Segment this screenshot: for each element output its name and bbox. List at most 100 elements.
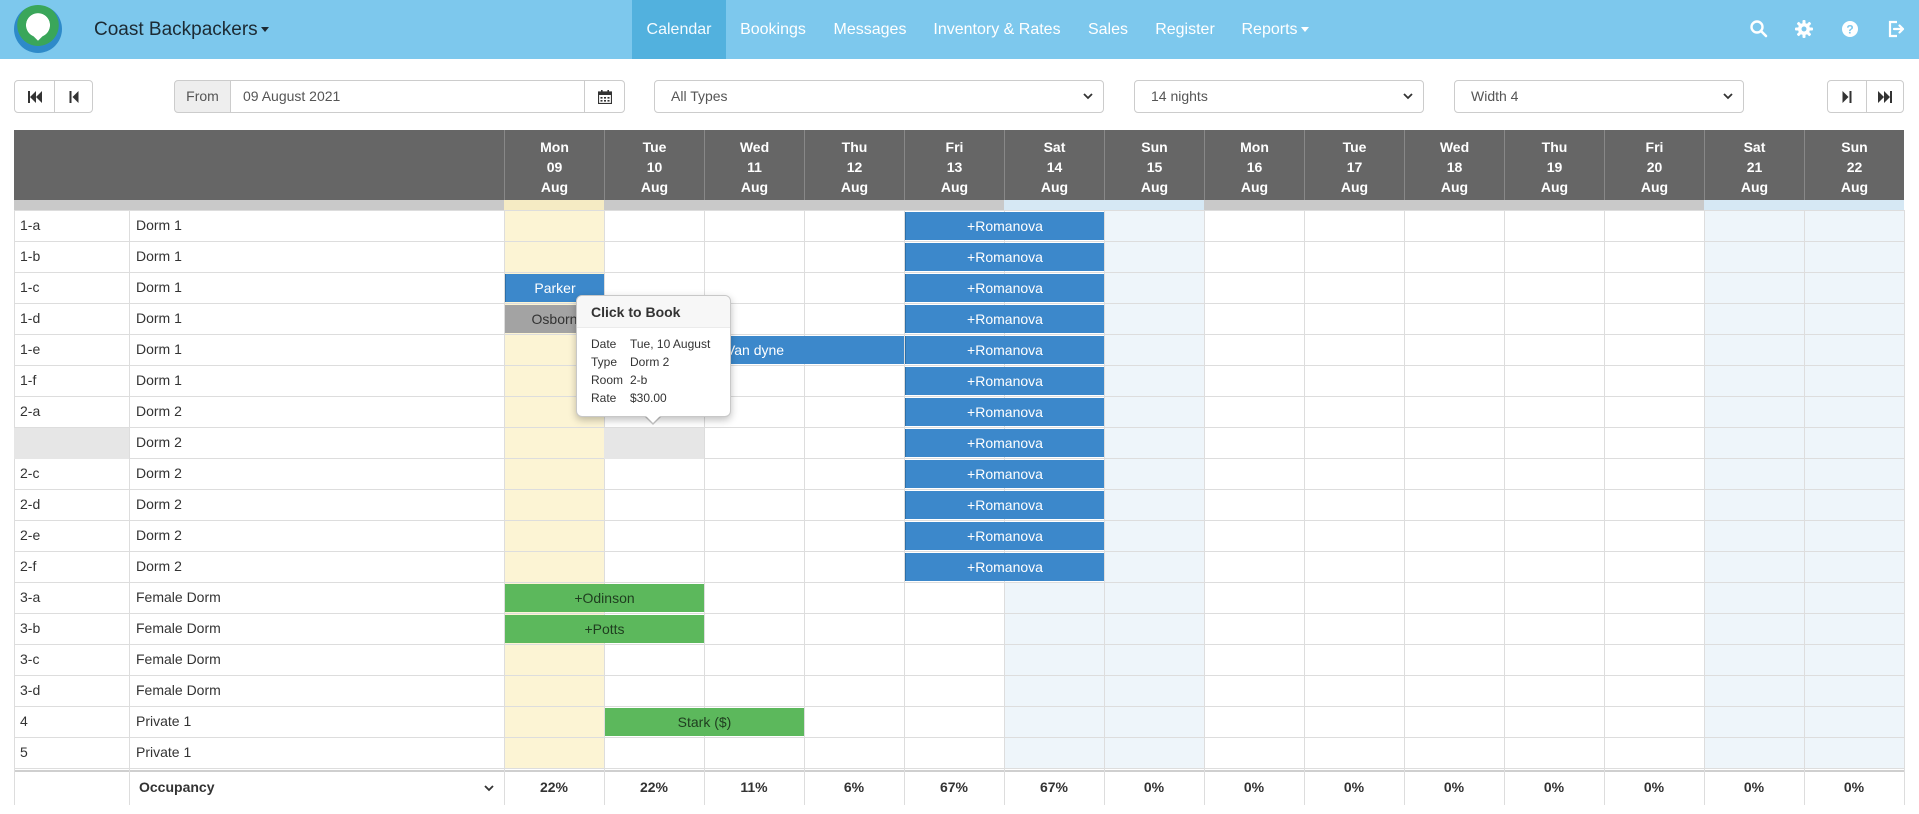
nav-bookings[interactable]: Bookings xyxy=(729,0,817,59)
booking-block[interactable]: +Romanova xyxy=(905,274,1104,302)
room-label: 3-d xyxy=(20,682,41,698)
day-of-week: Sat xyxy=(1743,139,1766,155)
grid-col-line xyxy=(704,210,705,805)
month: Aug xyxy=(1740,179,1769,195)
nav-sales[interactable]: Sales xyxy=(1081,0,1135,59)
occupancy-value: 22% xyxy=(639,779,669,795)
fast-backward-icon xyxy=(27,90,42,103)
width-select[interactable]: Width 4 xyxy=(1454,80,1744,113)
chevron-down-icon xyxy=(1723,93,1733,100)
grid-row-line xyxy=(14,768,1904,769)
day-number: 11 xyxy=(747,159,762,175)
property-switcher[interactable]: Coast Backpackers xyxy=(94,19,269,41)
booking-block[interactable]: +Romanova xyxy=(905,305,1104,333)
booking-block[interactable]: Stark ($) xyxy=(605,708,804,736)
room-type-select[interactable]: All Types xyxy=(654,80,1104,113)
booking-block[interactable]: +Romanova xyxy=(905,212,1104,240)
logo[interactable] xyxy=(14,5,62,53)
logout-icon[interactable] xyxy=(1886,19,1906,39)
day-of-week: Fri xyxy=(1645,139,1664,155)
day-of-week: Sun xyxy=(1841,139,1868,155)
room-type-label: Dorm 2 xyxy=(136,558,182,574)
occupancy-value: 6% xyxy=(843,779,865,795)
room-label: 3-b xyxy=(20,620,41,636)
day-of-week: Tue xyxy=(642,139,667,155)
day-header: Thu 12 Aug xyxy=(804,130,904,200)
grid-col-line xyxy=(504,210,505,805)
booking-block[interactable]: +Romanova xyxy=(905,553,1104,581)
jump-forward-button[interactable] xyxy=(1867,81,1903,112)
room-label: 2-c xyxy=(20,465,40,481)
booking-block[interactable]: +Romanova xyxy=(905,367,1104,395)
booking-block[interactable]: +Romanova xyxy=(905,522,1104,550)
tooltip-key: Date xyxy=(591,337,617,351)
day-number: 14 xyxy=(1046,159,1063,175)
occupancy-value: 0% xyxy=(1143,779,1165,795)
grid-row-line xyxy=(14,582,1904,583)
day-of-week: Thu xyxy=(841,139,868,155)
booking-block[interactable]: +Romanova xyxy=(905,398,1104,426)
grid-row-line xyxy=(14,272,1904,273)
nights-select[interactable]: 14 nights xyxy=(1134,80,1424,113)
nav-messages[interactable]: Messages xyxy=(828,0,912,59)
from-date-input[interactable]: 09 August 2021 xyxy=(230,80,585,113)
step-forward-button[interactable] xyxy=(1828,81,1866,112)
room-label: 2-d xyxy=(20,496,41,512)
room-type-label: Female Dorm xyxy=(136,651,221,667)
header-strip xyxy=(904,200,1004,210)
grid-row-line xyxy=(14,365,1904,366)
header-strip xyxy=(1804,200,1904,210)
jump-back-button[interactable] xyxy=(15,81,54,112)
booking-block[interactable]: +Romanova xyxy=(905,491,1104,519)
nav-calendar[interactable]: Calendar xyxy=(632,0,726,59)
day-number: 21 xyxy=(1746,159,1763,175)
occupancy-label[interactable]: Occupancy xyxy=(139,772,494,803)
room-type-label: Dorm 1 xyxy=(136,248,182,264)
day-header: Mon 09 Aug xyxy=(504,130,604,200)
header-strip xyxy=(1504,200,1604,210)
nav-reports[interactable]: Reports xyxy=(1236,0,1314,59)
nav-inventory-rates[interactable]: Inventory & Rates xyxy=(924,0,1070,59)
chevron-down-icon xyxy=(1083,93,1093,100)
room-label: 1-d xyxy=(20,310,41,326)
grid-row-line xyxy=(14,520,1904,521)
calendar-icon xyxy=(598,90,612,104)
day-number: 09 xyxy=(546,159,563,175)
tooltip-value: Dorm 2 xyxy=(630,355,670,369)
hovered-cell[interactable] xyxy=(604,428,704,459)
top-navbar: Coast Backpackers Calendar Bookings Mess… xyxy=(0,0,1919,59)
chevron-down-icon xyxy=(1403,93,1413,100)
booking-block[interactable]: +Romanova xyxy=(905,336,1104,364)
grid-row-line xyxy=(14,675,1904,676)
help-icon[interactable]: ? xyxy=(1840,19,1860,39)
month: Aug xyxy=(1140,179,1169,195)
booking-block[interactable]: +Potts xyxy=(505,615,704,643)
grid-col-line xyxy=(1204,210,1205,805)
month: Aug xyxy=(740,179,769,195)
occupancy-value: 0% xyxy=(1643,779,1665,795)
occupancy-value: 0% xyxy=(1243,779,1265,795)
booking-block[interactable]: +Romanova xyxy=(905,460,1104,488)
room-type-label: Female Dorm xyxy=(136,589,221,605)
occupancy-label-text: Occupancy xyxy=(139,779,215,795)
step-back-button[interactable] xyxy=(55,81,92,112)
day-header: Sun 22 Aug xyxy=(1804,130,1904,200)
booking-block[interactable]: +Odinson xyxy=(505,584,704,612)
calendar-picker-button[interactable] xyxy=(584,80,625,113)
tooltip-title: Click to Book xyxy=(577,296,730,328)
day-header: Sat 21 Aug xyxy=(1704,130,1804,200)
nav-messages-label: Messages xyxy=(833,21,907,38)
month: Aug xyxy=(1440,179,1469,195)
day-of-week: Sat xyxy=(1043,139,1066,155)
day-header: Tue 17 Aug xyxy=(1304,130,1404,200)
tooltip-key: Room xyxy=(591,373,624,387)
nav-register[interactable]: Register xyxy=(1148,0,1222,59)
day-of-week: Wed xyxy=(1439,139,1470,155)
booking-block[interactable]: +Romanova xyxy=(905,429,1104,457)
room-type-label: Dorm 2 xyxy=(136,496,182,512)
search-icon[interactable] xyxy=(1749,19,1769,39)
booking-block[interactable]: +Romanova xyxy=(905,243,1104,271)
gear-icon[interactable] xyxy=(1794,19,1814,39)
occupancy-value: 0% xyxy=(1343,779,1365,795)
month: Aug xyxy=(540,179,569,195)
